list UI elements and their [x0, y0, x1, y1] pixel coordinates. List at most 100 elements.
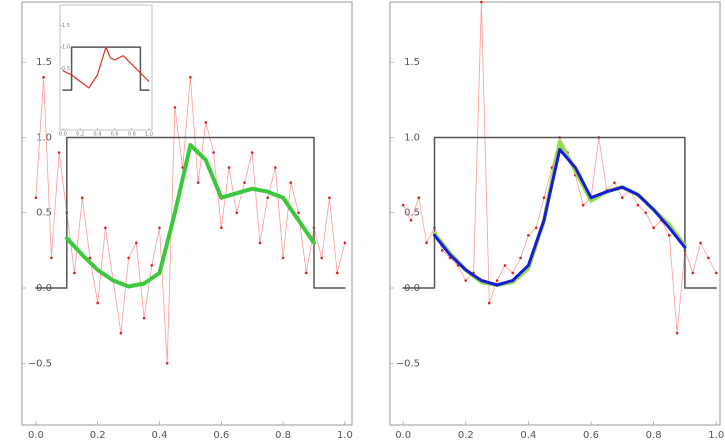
- data-point: [189, 75, 192, 79]
- data-point: [88, 256, 92, 260]
- x-tick-label: 0.0: [59, 132, 67, 138]
- y-tick-label: −0.5: [28, 358, 52, 369]
- data-point: [503, 264, 507, 267]
- data-point: [401, 203, 405, 207]
- data-point: [142, 316, 146, 320]
- data-point: [297, 211, 300, 215]
- x-tick-label: 0.4: [93, 132, 101, 138]
- x-tick-label: 0.4: [520, 430, 536, 441]
- y-tick-label: 1.5: [36, 57, 52, 68]
- data-point: [274, 166, 277, 169]
- data-point: [212, 151, 215, 154]
- data-point: [219, 226, 223, 230]
- data-point: [714, 271, 718, 275]
- series-line: [64, 143, 316, 289]
- y-tick-label: 1.5: [404, 57, 420, 68]
- data-point: [495, 279, 499, 282]
- data-point: [320, 256, 324, 260]
- data-point: [204, 121, 208, 124]
- x-tick-label: 0.0: [28, 430, 44, 441]
- data-point: [304, 271, 308, 275]
- data-point: [135, 241, 138, 245]
- data-point: [675, 331, 679, 335]
- x-tick-label: 0.0: [395, 430, 411, 441]
- data-point: [699, 241, 702, 245]
- x-tick-label: 0.6: [583, 430, 599, 441]
- data-point: [42, 75, 45, 79]
- series-line: [62, 46, 150, 89]
- data-point: [519, 256, 522, 260]
- data-point: [158, 226, 161, 230]
- y-tick-label: −0.5: [396, 358, 420, 369]
- x-tick-label: 0.8: [128, 132, 136, 138]
- data-point: [258, 241, 262, 245]
- data-point: [235, 211, 239, 215]
- data-point: [289, 181, 293, 184]
- data-point: [73, 271, 76, 275]
- y-tick-label: 0.5: [404, 208, 420, 219]
- data-point: [96, 301, 100, 305]
- data-point: [266, 196, 269, 199]
- data-point: [417, 196, 421, 199]
- series-line: [402, 136, 717, 289]
- data-point: [691, 271, 695, 275]
- data-point: [425, 241, 428, 245]
- x-tick-label: 0.2: [90, 430, 106, 441]
- data-point: [621, 196, 624, 199]
- data-point: [50, 256, 53, 260]
- data-point: [104, 226, 107, 230]
- data-point: [409, 218, 413, 222]
- y-tick-label: 1.0: [404, 132, 420, 143]
- data-point: [534, 226, 538, 230]
- data-point: [511, 271, 515, 275]
- series-line: [433, 148, 687, 287]
- data-point: [343, 241, 347, 245]
- x-tick-label: 0.4: [152, 430, 168, 441]
- data-point: [250, 151, 254, 154]
- y-tick-label: 1.5: [62, 23, 70, 29]
- y-tick-label: 0.5: [62, 66, 70, 72]
- x-tick-label: 0.2: [76, 132, 84, 138]
- data-point: [542, 196, 546, 199]
- data-point: [57, 151, 61, 154]
- data-point: [335, 271, 339, 275]
- data-point: [34, 196, 38, 199]
- data-point: [464, 279, 468, 282]
- inset-frame: [59, 4, 153, 131]
- data-point: [644, 211, 648, 215]
- data-point: [80, 196, 84, 199]
- x-tick-label: 0.6: [213, 430, 229, 441]
- data-point: [150, 264, 154, 267]
- data-point: [440, 249, 444, 252]
- data-point: [127, 256, 130, 260]
- data-point: [487, 301, 491, 305]
- data-point: [652, 226, 655, 230]
- series-line: [35, 136, 346, 289]
- data-point: [227, 166, 231, 169]
- x-tick-label: 0.8: [275, 430, 291, 441]
- data-point: [667, 234, 671, 237]
- x-tick-label: 0.2: [458, 430, 474, 441]
- data-point: [119, 331, 123, 335]
- data-point: [165, 361, 169, 365]
- data-point: [636, 203, 640, 207]
- x-tick-label: 0.6: [111, 132, 119, 138]
- data-point: [581, 203, 585, 207]
- x-tick-label: 1.0: [337, 430, 353, 441]
- data-point: [243, 181, 246, 184]
- data-point: [527, 234, 530, 237]
- x-tick-label: 1.0: [145, 132, 153, 138]
- data-point: [613, 181, 616, 184]
- data-point: [196, 181, 200, 184]
- y-tick-label: 0.5: [36, 208, 52, 219]
- y-tick-label: 1.0: [62, 45, 70, 51]
- data-point: [173, 106, 177, 109]
- data-point: [707, 256, 710, 260]
- y-tick-label: 1.0: [36, 132, 52, 143]
- data-point: [328, 196, 331, 199]
- plot-frame: [389, 1, 721, 426]
- x-tick-label: 0.8: [646, 430, 662, 441]
- data-point: [480, 0, 483, 4]
- data-point: [281, 256, 285, 260]
